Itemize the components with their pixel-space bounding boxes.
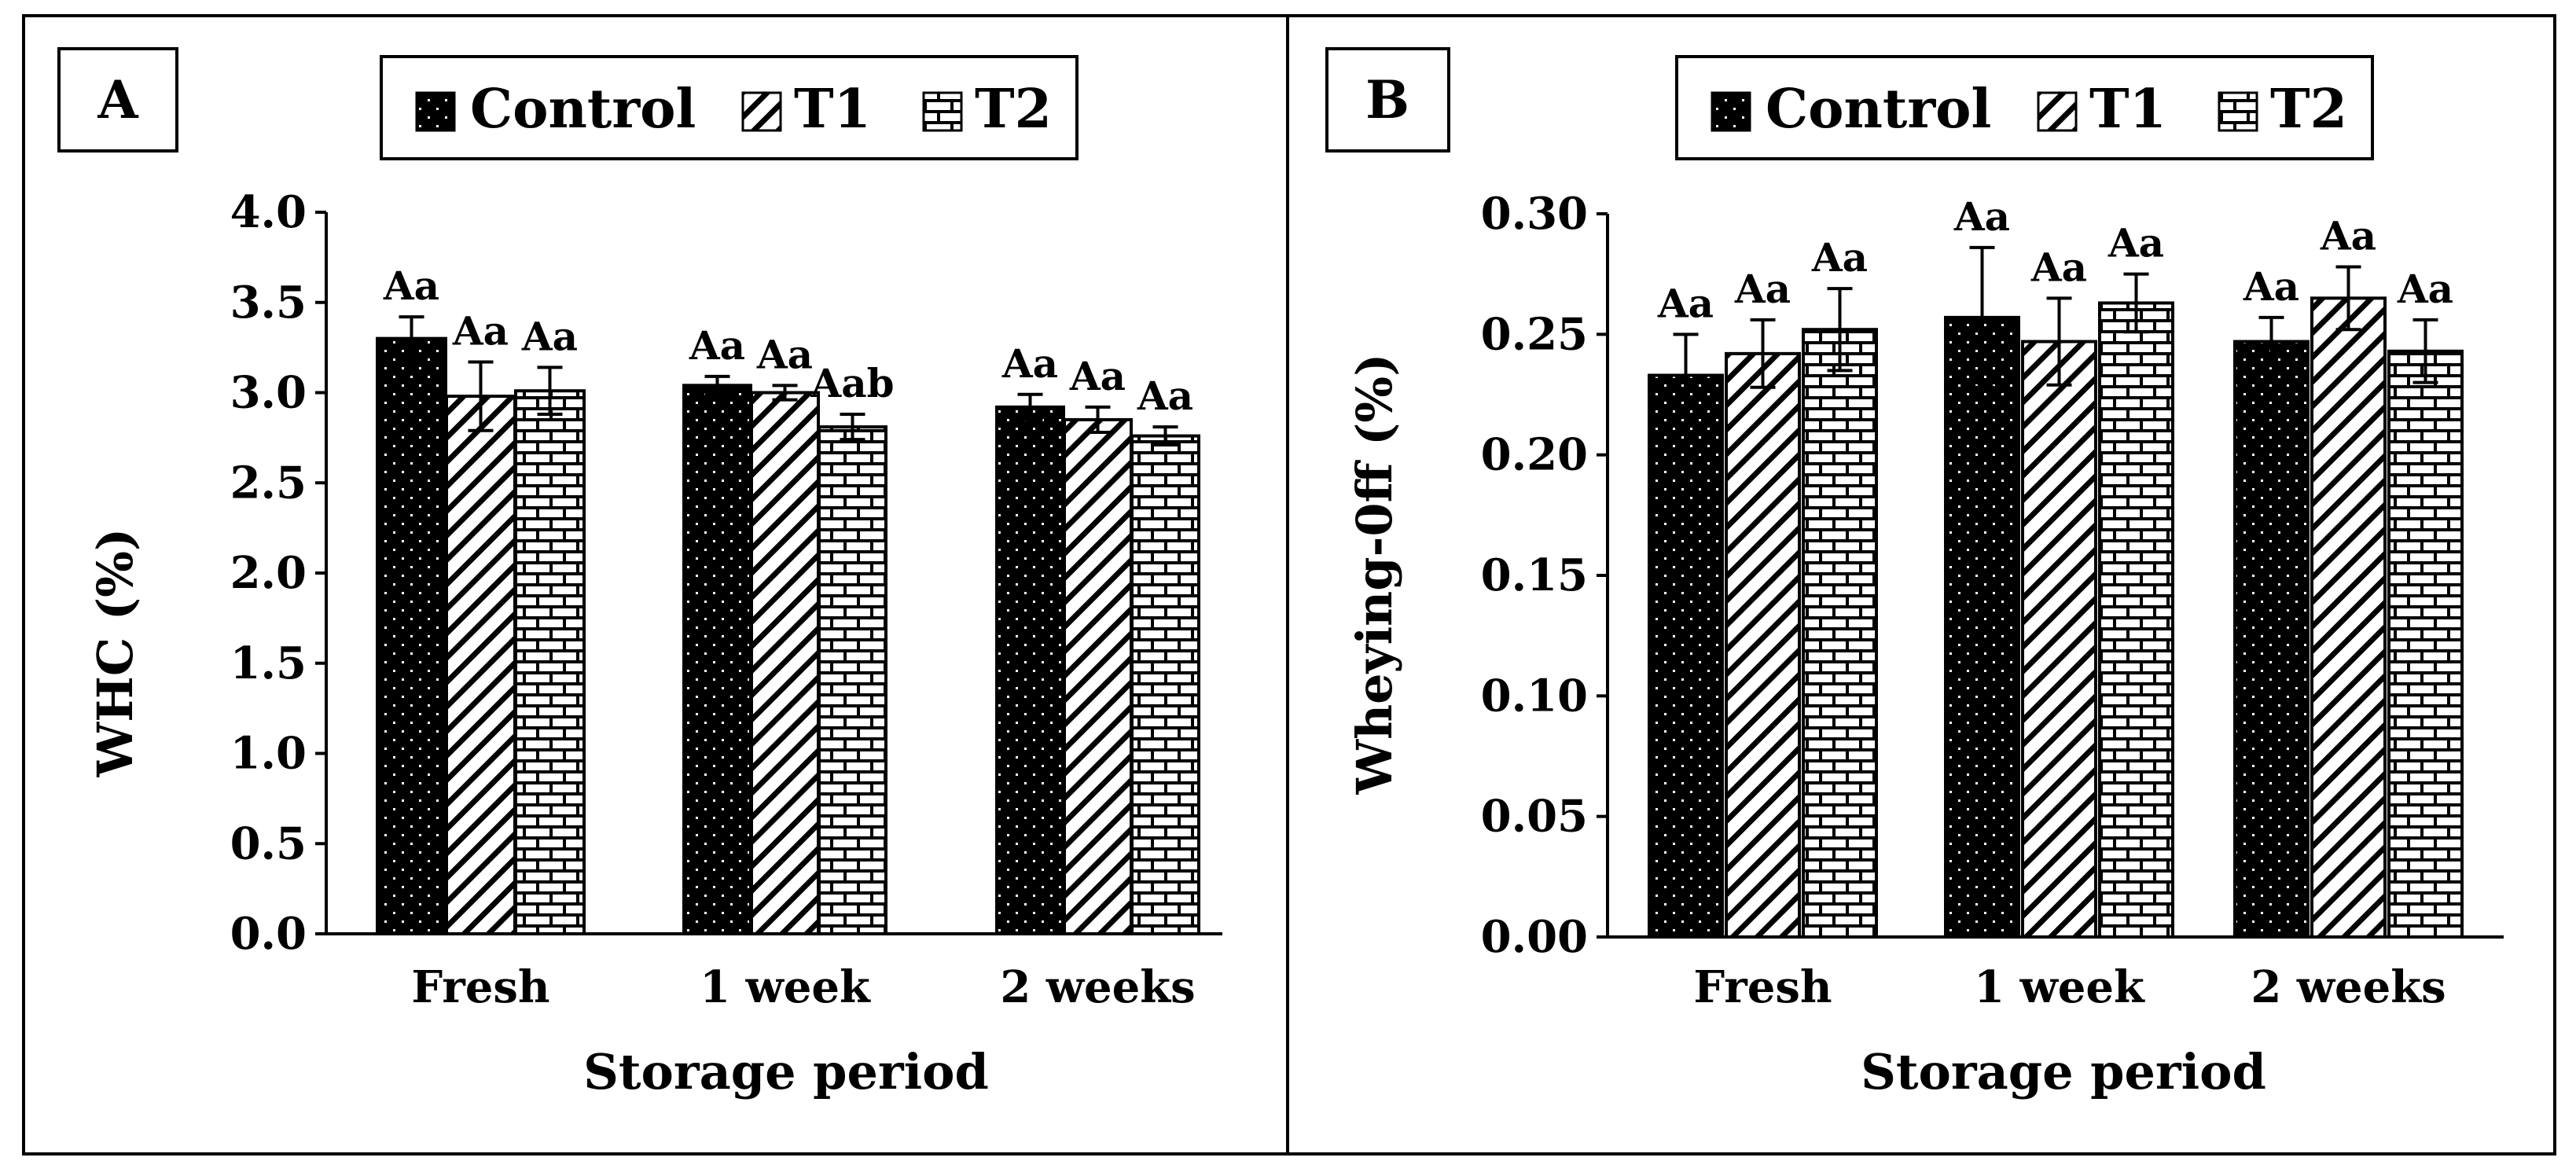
panel-b-y-tick-label: 0.25 [1481,308,1588,360]
panel-b-bar-t1 [1725,351,1801,939]
panel-b-significance-label: Aa [2397,266,2453,312]
panel-a-y-axis-label: WHC (%) [86,528,144,778]
legend-swatch-t2 [922,91,963,132]
legend-swatch-control [415,91,456,132]
panel-b-significance-label: Aa [2243,263,2299,310]
panel-b-significance-label: Aa [1734,266,1791,312]
panel-a-significance-label: Aa [1069,353,1126,399]
legend-swatch-t1 [2037,91,2078,132]
panel-a-bar-t1 [1063,417,1133,935]
panel-a-bar-control [995,405,1065,935]
panel-b-letter: B [1365,69,1409,130]
legend-swatch-control [1711,91,1751,132]
panel-b-significance-label: Aa [2320,212,2376,259]
panel-a-x-tick-label: Fresh [411,961,549,1013]
panel-a-bar-control [682,384,752,935]
panel-b-y-tick-label: 0.20 [1481,429,1588,481]
panel-a-bar-t1 [750,391,820,935]
panel-a-y-tick-label: 1.0 [230,728,307,780]
legend-label-control: Control [1766,78,1991,141]
panel-b-significance-label: Aa [1811,234,1868,281]
panel-a-y-tick-label: 2.5 [230,457,307,509]
panel-b-bar-control [1648,373,1724,939]
panel-a-significance-label: Aa [689,322,745,369]
panel-b-x-tick-label: Fresh [1693,961,1832,1013]
panel-b-legend-t1: T1 [2037,78,2166,141]
panel-a-significance-label: Aa [521,313,578,359]
legend-label-t2: T2 [2270,78,2347,141]
panel-a-bar-t2 [514,389,586,935]
panel-b-bar-t1 [2021,340,2097,939]
panel-b-legend-t2: T2 [2218,78,2347,141]
panel-a-significance-label: Aab [810,360,894,406]
legend-swatch-t1 [741,91,782,132]
panel-b-bar-control [2233,340,2310,939]
panel-b-plot: 0.00 0.05 0.10 0.15 0.20 0.25 0.30 Aa Aa Aa Fresh A… [1481,188,2504,1013]
panel-b-y-tick-label: 0.00 [1481,911,1588,963]
panel-b-x-axis-label: Storage period [1861,1043,2266,1100]
panel-b-y-tick-label: 0.05 [1481,791,1588,843]
panel-b-bar-t2 [2098,301,2174,939]
panel-a-legend-t1: T1 [741,78,871,141]
panel-a-significance-label: Aa [1137,373,1193,419]
panel-a-letter: A [97,69,138,130]
panel-a-legend-t2: T2 [922,78,1052,141]
panel-a-significance-label: Aa [383,263,439,309]
panel-a-significance-label: Aa [1001,340,1058,387]
panel-b-letter-box [1325,47,1450,152]
panel-a-legend-control: Control [415,78,696,141]
panel-a-y-tick-label: 1.5 [230,637,307,689]
panel-b-x-tick-label: 2 weeks [2251,961,2446,1013]
panel-a-y-tick-label: 2.0 [230,547,307,599]
panel-b-bar-t2 [1802,328,1878,939]
panel-b-significance-label: Aa [2030,244,2087,290]
legend-label-t1: T1 [794,78,871,141]
panel-b-y-tick-label: 0.30 [1481,188,1588,240]
panel-b-significance-label: Aa [1657,280,1714,326]
panel-a-y-tick-label: 3.0 [230,367,307,419]
panel-b-legend-control: Control [1711,78,1991,141]
panel-a-y-tick-label: 0.0 [230,908,307,960]
panel-a-x-tick-label: 1 week [700,961,871,1013]
panel-b-bar-control [1944,315,2020,939]
panel-a-bar-t2 [818,425,887,935]
panel-a-letter-box [57,47,178,152]
panel-a-x-axis-label: Storage period [583,1043,989,1100]
panel-a-bar-t1 [445,395,516,935]
panel-b-x-tick-label: 1 week [1974,961,2145,1013]
panel-a: A Control T1 T2 0.0 0.5 1.0 1.5 2.0 2.5 3.0 3.5… [57,47,1222,1100]
legend-swatch-t2 [2218,91,2258,132]
panel-b-y-tick-label: 0.15 [1481,549,1588,601]
panel-a-significance-label: Aa [756,331,813,377]
panel-b-y-axis-label: Wheying-0ff (%) [1346,353,1403,795]
panel-a-x-tick-label: 2 weeks [1000,961,1195,1013]
panel-b: B Control T1 T2 0.00 0.05 0.10 0.15 0.20 0.25… [1325,47,2504,1100]
panel-b-bar-t2 [2387,349,2464,939]
legend-label-control: Control [470,78,696,141]
panel-a-y-tick-label: 0.5 [230,817,307,869]
legend-label-t2: T2 [975,78,1052,141]
legend-label-t1: T1 [2089,78,2166,141]
panel-a-significance-label: Aa [452,307,509,354]
panel-b-y-tick-label: 0.10 [1481,670,1588,722]
panel-a-y-tick-label: 4.0 [230,186,307,238]
panel-b-bar-t1 [2310,296,2387,939]
panel-a-bar-control [376,336,447,935]
panel-a-y-tick-label: 3.5 [230,277,307,329]
panel-a-bar-t2 [1130,434,1200,935]
panel-b-significance-label: Aa [1953,193,2010,240]
panel-b-significance-label: Aa [2107,220,2164,266]
